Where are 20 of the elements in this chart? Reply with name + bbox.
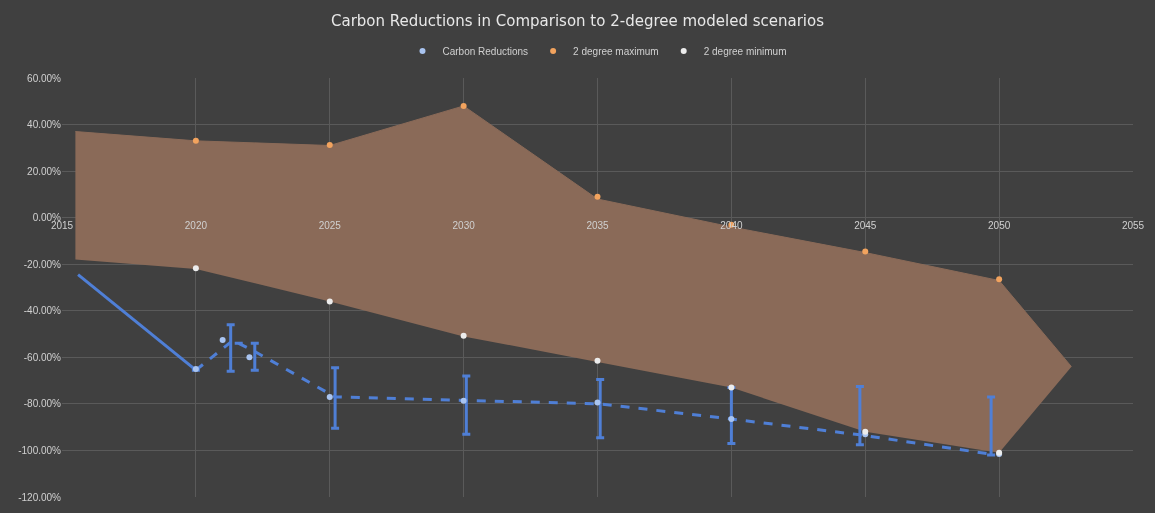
y-tick-label: -80.00% bbox=[23, 398, 62, 410]
x-tick-label: 2035 bbox=[586, 219, 610, 231]
legend-label: Carbon Reductions bbox=[442, 45, 529, 57]
chart-title: Carbon Reductions in Comparison to 2-degree modeled scenarios bbox=[330, 11, 825, 30]
y-tick-label: 40.00% bbox=[27, 119, 62, 131]
x-tick-label: 2030 bbox=[452, 219, 476, 231]
x-tick-label: 2050 bbox=[988, 219, 1011, 231]
y-tick-label: 60.00% bbox=[27, 72, 62, 84]
x-tick-label: 2045 bbox=[854, 219, 877, 231]
x-tick-label: 2025 bbox=[318, 219, 342, 231]
y-tick-label: -60.00% bbox=[23, 351, 62, 363]
x-tick-label: 2055 bbox=[1121, 219, 1145, 231]
y-tick-label: -40.00% bbox=[23, 305, 62, 317]
legend-label: 2 degree maximum bbox=[573, 45, 659, 57]
y-tick-label: -100.00% bbox=[18, 444, 62, 456]
y-tick-label: -120.00% bbox=[18, 491, 62, 503]
y-tick-label: 20.00% bbox=[27, 165, 62, 177]
x-tick-label: 2020 bbox=[184, 219, 208, 231]
y-tick-label: -20.00% bbox=[23, 258, 62, 270]
legend-label: 2 degree minimum bbox=[703, 45, 787, 57]
